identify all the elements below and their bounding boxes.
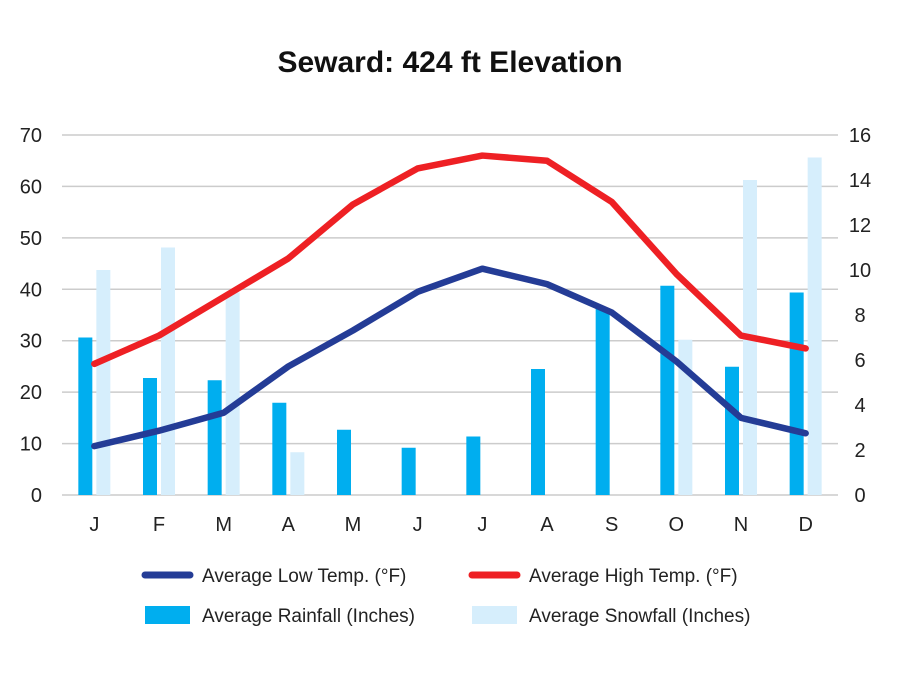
y-left-tick-label: 60 [20,176,42,198]
legend: Average Low Temp. (°F) Average High Temp.… [141,566,750,627]
y-left-tick-label: 50 [20,228,42,250]
rainfall-bar [725,366,739,495]
legend-rainfall-label: Average Rainfall (Inches) [202,606,415,627]
rainfall-bar [595,308,610,495]
bar-series [78,157,822,495]
y-left-tick-label: 20 [20,382,42,404]
rainfall-bar [401,447,416,495]
y-right-tick-label: 6 [854,350,865,372]
rainfall-bar [789,292,804,495]
axis-labels: 0 10 20 30 40 50 60 70 0 2 4 6 8 10 12 14 16 J F M A M J J A S O N D [20,125,871,536]
snowfall-bar [807,157,822,495]
legend-snowfall-label: Average Snowfall (Inches) [529,606,750,627]
legend-rainfall-swatch [145,606,190,624]
snowfall-bar [161,247,175,495]
low-temp-line [91,265,809,450]
y-left-tick-label: 30 [20,331,42,353]
x-tick-label: F [153,514,165,536]
rainfall-bar [207,380,222,495]
x-tick-label: D [798,514,812,536]
rainfall-bar [272,402,287,495]
x-tick-label: O [669,514,685,536]
x-tick-label: J [89,514,99,536]
rainfall-bar [466,436,481,495]
x-tick-label: J [477,514,487,536]
y-left-tick-label: 10 [20,434,42,456]
y-right-tick-label: 4 [854,395,865,417]
snowfall-bar [290,452,305,495]
y-left-tick-label: 70 [20,125,42,147]
snowfall-bar [678,339,693,495]
legend-high-temp-label: Average High Temp. (°F) [529,566,738,587]
y-left-tick-label: 0 [31,485,42,507]
rainfall-bar [337,429,351,495]
rainfall-bar [531,369,545,495]
y-right-tick-label: 12 [849,215,871,237]
legend-snowfall-swatch [472,606,517,624]
rainfall-bar [143,378,157,495]
grid-lines [62,134,838,496]
snowfall-bar [225,292,240,495]
x-tick-label: J [413,514,423,536]
y-right-tick-label: 16 [849,125,871,147]
snowfall-bar [96,270,111,495]
high-temp-line [91,152,809,368]
y-right-tick-label: 2 [854,440,865,462]
line-series [91,152,809,450]
x-tick-label: N [734,514,748,536]
rainfall-bar [78,337,93,495]
x-tick-label: A [282,514,296,536]
y-left-tick-label: 40 [20,279,42,301]
chart-title: Seward: 424 ft Elevation [277,46,622,79]
x-tick-label: M [345,514,362,536]
y-right-tick-label: 10 [849,260,871,282]
rainfall-bar [660,285,675,495]
legend-low-temp-label: Average Low Temp. (°F) [202,566,406,587]
x-tick-label: M [215,514,232,536]
y-right-tick-label: 14 [849,170,871,192]
x-tick-label: A [540,514,554,536]
y-right-tick-label: 8 [854,305,865,327]
x-tick-label: S [605,514,618,536]
y-right-tick-label: 0 [854,485,865,507]
